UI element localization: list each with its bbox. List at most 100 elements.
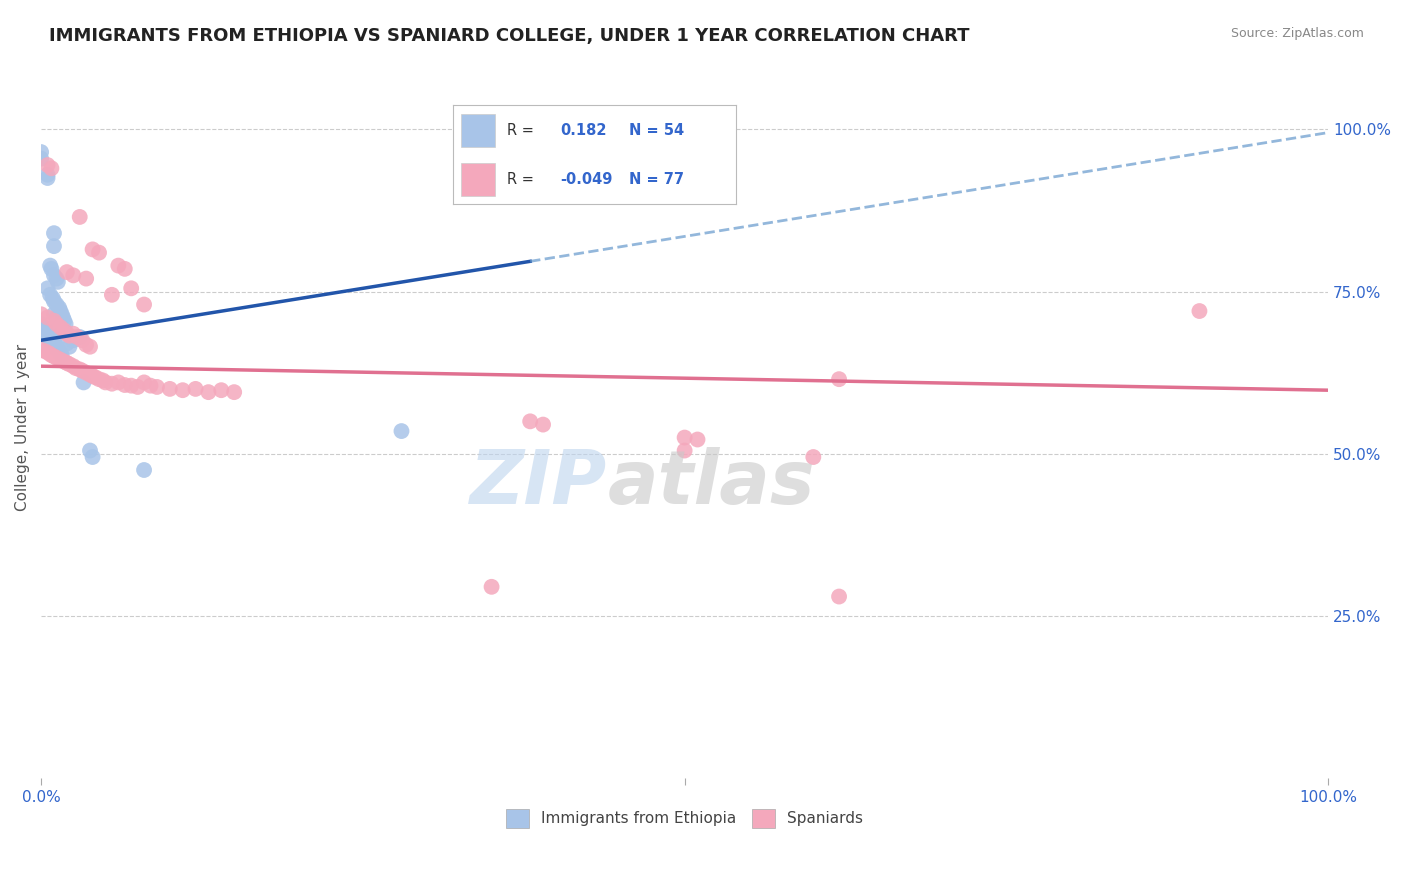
Point [58, 328, 80, 343]
Point [42, 239, 65, 253]
Point [30, 307, 52, 321]
Point [42, 335, 65, 350]
Point [35, 326, 58, 341]
Point [107, 259, 129, 273]
Point [38, 333, 60, 347]
Point [30, 152, 52, 166]
Point [30, 343, 52, 357]
Point [91, 374, 114, 388]
Point [146, 380, 169, 394]
Point [101, 376, 124, 391]
Point [75, 366, 97, 380]
Point [72, 333, 94, 347]
Point [62, 333, 84, 347]
Point [127, 380, 149, 394]
Point [94, 376, 117, 390]
Point [44, 338, 66, 352]
Point [107, 376, 129, 390]
Point [114, 378, 136, 392]
Point [686, 433, 709, 447]
Point [391, 424, 413, 438]
Point [30, 317, 52, 331]
Text: atlas: atlas [607, 448, 815, 520]
Y-axis label: College, Under 1 year: College, Under 1 year [15, 344, 30, 511]
Point [45, 351, 67, 365]
Point [673, 431, 696, 445]
Point [58, 340, 80, 354]
Point [132, 463, 155, 477]
Point [114, 261, 136, 276]
Point [46, 343, 69, 357]
Point [45, 340, 67, 354]
Point [79, 340, 101, 354]
Point [481, 580, 503, 594]
Point [69, 210, 91, 224]
Text: Source: ZipAtlas.com: Source: ZipAtlas.com [1230, 27, 1364, 40]
Point [49, 320, 72, 334]
Point [519, 414, 541, 428]
Point [37, 158, 59, 172]
Point [56, 336, 79, 351]
Point [101, 288, 124, 302]
Point [49, 304, 72, 318]
Point [41, 161, 63, 176]
Point [37, 171, 59, 186]
Point [58, 357, 80, 371]
Point [53, 324, 76, 338]
Point [1188, 304, 1211, 318]
Legend: Immigrants from Ethiopia, Spaniards: Immigrants from Ethiopia, Spaniards [501, 803, 869, 834]
Point [184, 382, 207, 396]
Point [42, 294, 65, 309]
Point [209, 383, 232, 397]
Point [84, 370, 107, 384]
Point [41, 330, 63, 344]
Point [72, 364, 94, 378]
Point [37, 330, 59, 344]
Point [172, 383, 194, 397]
Point [52, 310, 75, 325]
Point [56, 326, 79, 341]
Point [828, 590, 851, 604]
Point [69, 362, 91, 376]
Point [79, 368, 101, 382]
Point [62, 359, 84, 374]
Point [48, 317, 70, 331]
Point [45, 310, 67, 325]
Point [42, 268, 65, 283]
Point [41, 348, 63, 362]
Point [224, 385, 246, 400]
Point [139, 378, 162, 392]
Point [159, 382, 181, 396]
Point [132, 376, 155, 390]
Point [39, 288, 62, 302]
Point [75, 271, 97, 285]
Point [56, 356, 79, 370]
Point [48, 301, 70, 315]
Point [828, 372, 851, 386]
Point [42, 307, 65, 321]
Point [75, 338, 97, 352]
Point [87, 245, 110, 260]
Point [56, 265, 79, 279]
Point [53, 354, 76, 368]
Point [37, 168, 59, 182]
Point [120, 281, 142, 295]
Point [30, 145, 52, 159]
Point [120, 378, 142, 392]
Point [48, 344, 70, 359]
Point [87, 372, 110, 386]
Point [41, 291, 63, 305]
Point [34, 344, 56, 359]
Point [65, 361, 87, 376]
Point [39, 326, 62, 341]
Point [132, 297, 155, 311]
Point [42, 226, 65, 240]
Point [69, 330, 91, 344]
Point [45, 271, 67, 285]
Point [82, 243, 104, 257]
Point [49, 320, 72, 334]
Point [51, 307, 73, 321]
Point [197, 385, 219, 400]
Point [49, 346, 72, 360]
Point [66, 330, 89, 344]
